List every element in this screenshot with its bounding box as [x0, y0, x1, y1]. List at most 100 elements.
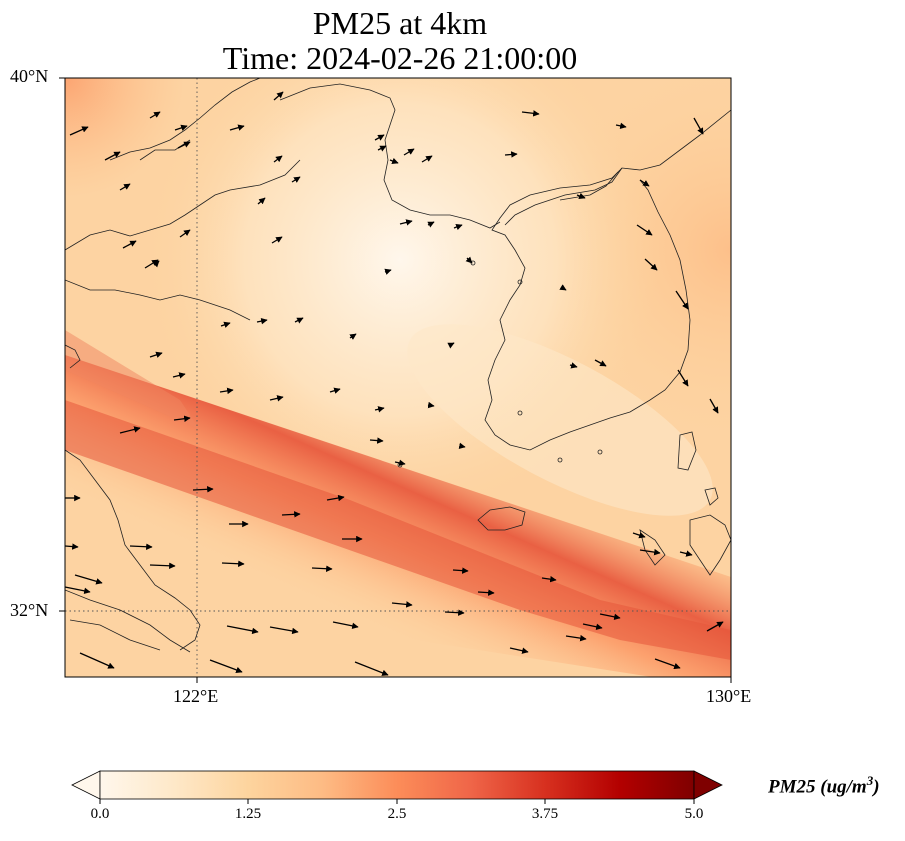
- wind-arrow: [144, 259, 159, 269]
- wind-arrow: [64, 543, 79, 550]
- wind-arrow: [594, 359, 607, 367]
- wind-arrow: [706, 621, 724, 632]
- wind-arrow: [427, 401, 435, 409]
- gridlines: [65, 78, 731, 677]
- wind-arrow: [209, 659, 243, 673]
- wind-arrow: [326, 494, 345, 502]
- wind-arrow: [69, 126, 89, 136]
- wind-arrow: [444, 609, 465, 616]
- wind-arrow: [384, 268, 392, 275]
- wind-arrow: [229, 124, 245, 131]
- colorbar-tick: 1.25: [234, 806, 262, 822]
- wind-arrow: [675, 290, 689, 310]
- wind-arrow: [399, 219, 413, 226]
- wind-arrow: [64, 586, 91, 595]
- wind-arrow: [709, 398, 719, 414]
- wind-arrow: [569, 362, 578, 369]
- wind-arrow: [541, 575, 557, 583]
- wind-arrow: [644, 258, 658, 271]
- wind-arrow: [349, 333, 357, 340]
- wind-arrow: [615, 122, 627, 130]
- wind-arrow: [632, 532, 646, 539]
- wind-arrow: [220, 321, 231, 328]
- wind-arrow: [374, 406, 385, 413]
- wind-arrow: [172, 372, 186, 379]
- wind-arrow: [389, 157, 399, 164]
- wind-arrow: [504, 151, 518, 158]
- wind-arrow: [394, 459, 406, 467]
- wind-arrow: [452, 567, 469, 574]
- wind-arrow: [477, 589, 495, 596]
- coastlines: [65, 78, 731, 653]
- colorbar-tick: 2.5: [387, 806, 407, 822]
- wind-arrow: [565, 634, 587, 642]
- lat-label-32n: 32°N: [10, 600, 49, 620]
- wind-arrow: [149, 351, 163, 358]
- wind-arrow: [639, 179, 650, 187]
- wind-arrow: [269, 395, 284, 402]
- wind-arrow: [291, 176, 301, 183]
- wind-arrow: [122, 240, 137, 249]
- wind-arrow: [219, 387, 234, 395]
- wind-arrow: [369, 437, 384, 444]
- wind-arrow: [639, 548, 661, 556]
- wind-arrow: [332, 621, 359, 630]
- wind-arrow: [226, 625, 259, 635]
- wind-arrow: [179, 229, 191, 238]
- wind-arrow: [447, 342, 455, 349]
- colorbar-label: PM25 (ug/m3): [768, 773, 880, 798]
- wind-arrow: [403, 148, 415, 156]
- wind-arrow: [119, 426, 141, 434]
- wind-arrow: [329, 387, 341, 394]
- wind-arrow: [427, 221, 435, 228]
- wind-arrow: [453, 224, 463, 231]
- wind-arrow: [311, 565, 333, 572]
- wind-arrow: [192, 486, 214, 493]
- wind-arrow: [174, 124, 188, 131]
- lon-label-130e: 130°E: [706, 686, 752, 706]
- wind-arrow: [693, 117, 704, 135]
- colorbar-tick: 5.0: [684, 806, 704, 822]
- wind-arrow: [559, 284, 567, 291]
- wind-arrow: [465, 256, 473, 264]
- wind-arrow: [374, 134, 385, 141]
- wind-arrow: [149, 111, 161, 119]
- map-frame: [64, 77, 732, 678]
- wind-arrow: [119, 183, 131, 191]
- wind-arrow: [256, 317, 268, 325]
- wind-arrow: [221, 560, 245, 567]
- wind-arrow: [129, 543, 153, 550]
- wind-arrow: [677, 369, 689, 387]
- wind-arrow: [576, 192, 586, 199]
- wind-arrow: [149, 562, 176, 570]
- wind-arrow: [391, 601, 413, 608]
- wind-vectors: [64, 91, 724, 676]
- map-title-line1: PM25 at 4km: [312, 5, 488, 41]
- wind-arrow: [654, 658, 681, 670]
- colorbar-tick: 0.0: [90, 806, 110, 822]
- wind-arrow: [173, 415, 191, 422]
- wind-arrow: [257, 197, 266, 205]
- wind-arrow: [679, 550, 693, 557]
- wind-arrow: [74, 574, 103, 585]
- wind-arrow: [79, 652, 115, 669]
- wind-arrow: [582, 623, 603, 630]
- wind-arrow: [177, 141, 191, 149]
- wind-arrow: [294, 317, 304, 324]
- map-title-line2: Time: 2024-02-26 21:00:00: [222, 40, 578, 76]
- wind-arrow: [509, 647, 529, 654]
- wind-arrow: [599, 613, 621, 621]
- colorbar-tick: 3.75: [531, 806, 559, 822]
- wind-arrow: [521, 110, 540, 117]
- wind-arrow: [281, 511, 301, 518]
- wind-arrow: [377, 145, 387, 152]
- wind-arrow: [269, 626, 299, 635]
- wind-arrow: [354, 661, 389, 676]
- lon-label-122e: 122°E: [173, 686, 219, 706]
- wind-arrow: [271, 236, 283, 244]
- lat-label-40n: 40°N: [10, 66, 49, 86]
- wind-arrow: [636, 224, 653, 236]
- wind-arrow: [421, 155, 433, 163]
- wind-arrow: [273, 155, 283, 163]
